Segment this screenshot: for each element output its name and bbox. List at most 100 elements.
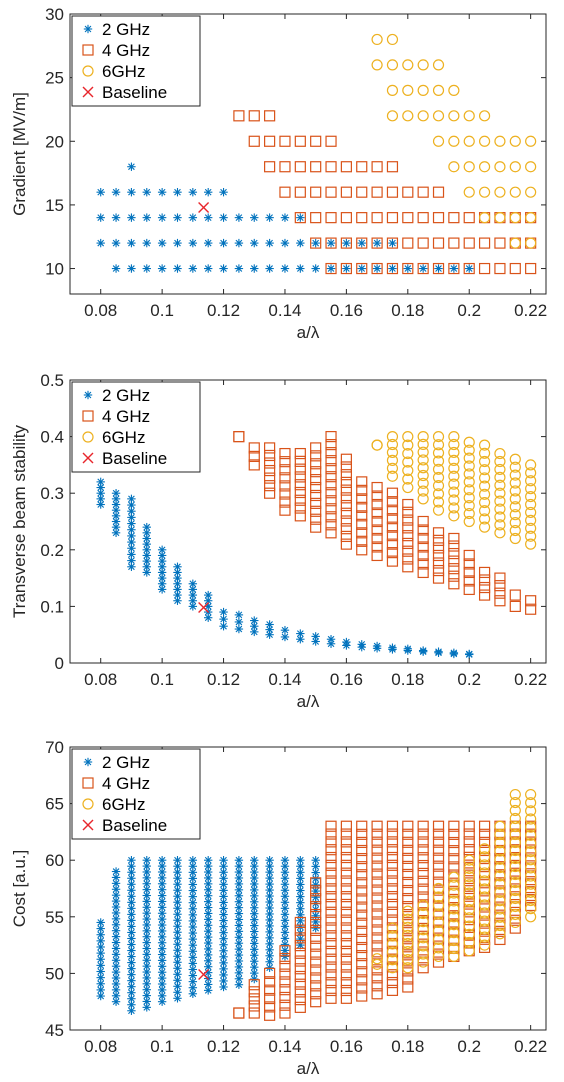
asterisk-point bbox=[418, 646, 428, 655]
panel-cost: 0.08 0.1 0.12 0.14 0.16 0.18 0.2 0.22 45 50 55 60 6… bbox=[10, 738, 547, 1078]
square-point bbox=[432, 836, 445, 848]
asterisk-point bbox=[188, 238, 198, 248]
square-point bbox=[402, 820, 414, 832]
point-column bbox=[279, 447, 291, 516]
point-column bbox=[509, 788, 521, 929]
asterisk-point bbox=[188, 590, 198, 600]
asterisk-point bbox=[311, 856, 320, 865]
asterisk-point bbox=[265, 861, 274, 871]
square-point bbox=[386, 898, 399, 911]
square-point bbox=[478, 262, 491, 275]
point-column bbox=[294, 916, 306, 1013]
legend-label: 2 GHz bbox=[102, 20, 150, 39]
legend-label: 2 GHz bbox=[102, 753, 150, 772]
circle-point bbox=[448, 486, 460, 498]
square-point bbox=[448, 570, 460, 582]
square-point bbox=[463, 890, 475, 902]
asterisk-point bbox=[127, 916, 136, 925]
square-point bbox=[325, 479, 337, 491]
square-point bbox=[463, 851, 475, 863]
circle-point bbox=[525, 829, 537, 841]
circle-point bbox=[402, 473, 414, 485]
legend-label: 4 GHz bbox=[102, 774, 150, 793]
square-point bbox=[356, 909, 368, 921]
point-column bbox=[142, 856, 151, 1012]
asterisk-point bbox=[111, 505, 121, 515]
square-point bbox=[294, 510, 306, 522]
square-point bbox=[356, 844, 368, 857]
square-point bbox=[279, 968, 291, 980]
circle-point bbox=[509, 804, 521, 817]
point-column bbox=[234, 856, 244, 989]
square-point bbox=[432, 956, 445, 968]
asterisk-point bbox=[83, 24, 93, 34]
square-point bbox=[448, 836, 460, 849]
square-point bbox=[417, 541, 429, 553]
square-point bbox=[463, 549, 475, 562]
asterisk-point bbox=[250, 897, 259, 907]
point-column bbox=[265, 856, 274, 972]
asterisk-point bbox=[142, 891, 151, 900]
square-point bbox=[325, 487, 337, 499]
square-point bbox=[386, 504, 399, 516]
circle-point bbox=[417, 899, 429, 912]
square-point bbox=[478, 581, 491, 594]
circle-point bbox=[525, 805, 537, 817]
circle-point bbox=[509, 812, 521, 825]
series-4ghz bbox=[233, 820, 537, 1021]
square-point bbox=[356, 966, 368, 978]
asterisk-point bbox=[96, 918, 105, 927]
point-column bbox=[188, 856, 198, 998]
circle-point bbox=[525, 821, 537, 833]
asterisk-point bbox=[203, 590, 213, 600]
square-point bbox=[386, 969, 399, 981]
square-point bbox=[325, 463, 337, 475]
legend-entry-4ghz: 4 GHz bbox=[82, 41, 150, 60]
y-ticks: 45 50 55 60 65 70 bbox=[45, 738, 546, 1040]
square-point bbox=[356, 877, 368, 889]
circle-point bbox=[402, 59, 414, 71]
square-point bbox=[340, 977, 352, 989]
circle-point bbox=[494, 455, 506, 468]
legend-box bbox=[71, 381, 201, 473]
square-point bbox=[248, 110, 260, 122]
square-point bbox=[386, 496, 399, 508]
asterisk-point bbox=[265, 620, 274, 629]
point-column bbox=[356, 820, 368, 1002]
point-column bbox=[279, 945, 291, 1019]
square-point bbox=[294, 502, 306, 514]
x-axis-title: a/λ bbox=[297, 692, 320, 711]
x-tick-label: 0.2 bbox=[457, 670, 481, 689]
square-point bbox=[340, 922, 352, 934]
square-point bbox=[356, 917, 368, 929]
asterisk-point bbox=[265, 933, 274, 943]
point-column bbox=[233, 431, 245, 443]
asterisk-point bbox=[250, 933, 259, 942]
asterisk-point bbox=[449, 264, 459, 273]
square-point bbox=[264, 442, 276, 454]
point-column bbox=[248, 442, 260, 471]
circle-point bbox=[525, 212, 537, 224]
point-column bbox=[173, 856, 182, 1003]
square-point bbox=[509, 600, 521, 613]
square-point bbox=[525, 891, 537, 904]
legend-entry-6ghz: 6GHz bbox=[82, 62, 145, 81]
circle-point bbox=[448, 903, 460, 915]
circle-point bbox=[386, 470, 399, 482]
square-point bbox=[402, 237, 414, 249]
square-point bbox=[310, 924, 322, 936]
circle-point bbox=[386, 454, 399, 466]
asterisk-point bbox=[219, 213, 228, 222]
circle-point bbox=[463, 468, 475, 480]
square-point bbox=[448, 563, 460, 575]
square-point bbox=[310, 489, 322, 502]
square-point bbox=[432, 527, 445, 539]
circle-point bbox=[494, 519, 506, 531]
square-point bbox=[356, 820, 368, 832]
square-point bbox=[294, 479, 306, 491]
square-point bbox=[340, 984, 352, 997]
circle-point bbox=[463, 492, 475, 504]
square-point bbox=[294, 1001, 306, 1013]
asterisk-point bbox=[83, 390, 93, 400]
square-point bbox=[463, 836, 475, 848]
